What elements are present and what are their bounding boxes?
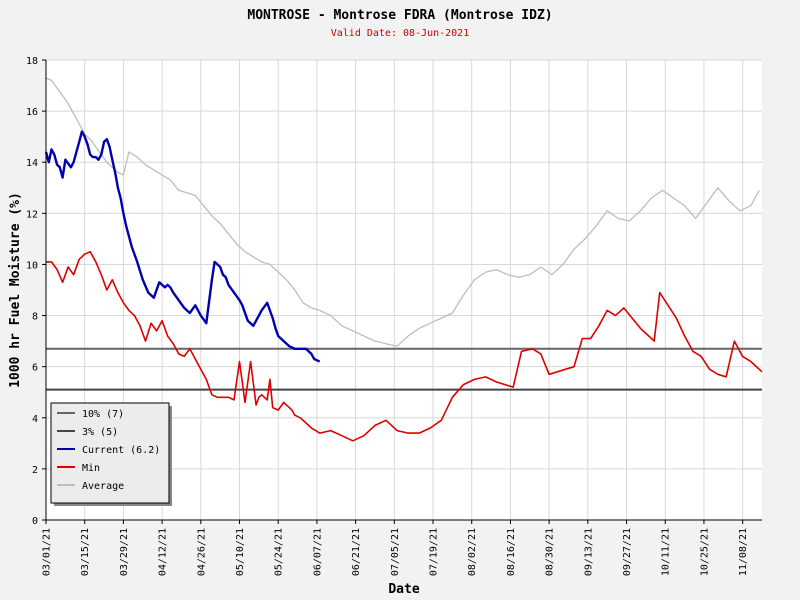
series-line [46,250,763,442]
x-tick-label: 03/01/21 [42,528,53,576]
legend-box [50,402,170,504]
x-tick-label: 04/12/21 [158,528,169,576]
legend: 10% (7) 3% (5) Current (6.2) Min Average [50,402,172,506]
y-tick-label: 12 [26,209,38,220]
y-tick-label: 8 [32,312,38,323]
x-tick-label: 05/24/21 [274,528,285,576]
x-tick-label: 04/26/21 [196,528,207,576]
y-tick-label: 6 [32,363,38,374]
x-tick-label: 11/08/21 [738,528,749,576]
legend-label: 3% (5) [82,427,118,438]
x-tick-label: 07/19/21 [429,528,440,576]
x-tick-label: 08/30/21 [545,528,556,576]
x-tick-label: 03/29/21 [119,528,130,576]
x-tick-label: 07/05/21 [390,528,401,576]
y-tick-label: 10 [26,260,38,271]
legend-label: Average [82,481,124,492]
y-tick-label: 0 [32,516,38,527]
x-tick-label: 10/11/21 [661,528,672,576]
legend-label: Current (6.2) [82,445,160,456]
series-lines [44,77,763,442]
x-tick-label: 10/25/21 [699,528,710,576]
y-tick-label: 14 [26,158,38,169]
x-tick-label: 08/16/21 [506,528,517,576]
x-tick-label: 03/15/21 [80,528,91,576]
y-tick-label: 16 [26,107,38,118]
y-tick-label: 18 [26,56,38,67]
chart-title: MONTROSE - Montrose FDRA (Montrose IDZ) [247,8,552,23]
x-tick-label: 08/02/21 [467,528,478,576]
x-tick-label: 09/13/21 [583,528,594,576]
y-axis-ticks: 0 2 4 6 8 10 12 14 16 18 [26,56,46,527]
x-tick-label: 06/07/21 [312,528,323,576]
chart-subtitle: Valid Date: 08-Jun-2021 [331,28,469,39]
series-line [45,77,760,347]
x-axis-label: Date [388,582,419,597]
series-line [44,130,321,363]
legend-label: 10% (7) [82,409,124,420]
x-tick-label: 05/10/21 [235,528,246,576]
x-tick-label: 09/27/21 [622,528,633,576]
x-tick-label: 06/21/21 [351,528,362,576]
threshold-lines [46,347,762,391]
x-axis-ticks: 03/01/21 03/15/21 03/29/21 04/12/21 04/26/21… [42,520,749,576]
y-axis-label: 1000 hr Fuel Moisture (%) [8,192,23,388]
y-tick-label: 2 [32,465,38,476]
legend-label: Min [82,463,100,474]
y-tick-label: 4 [32,414,38,425]
